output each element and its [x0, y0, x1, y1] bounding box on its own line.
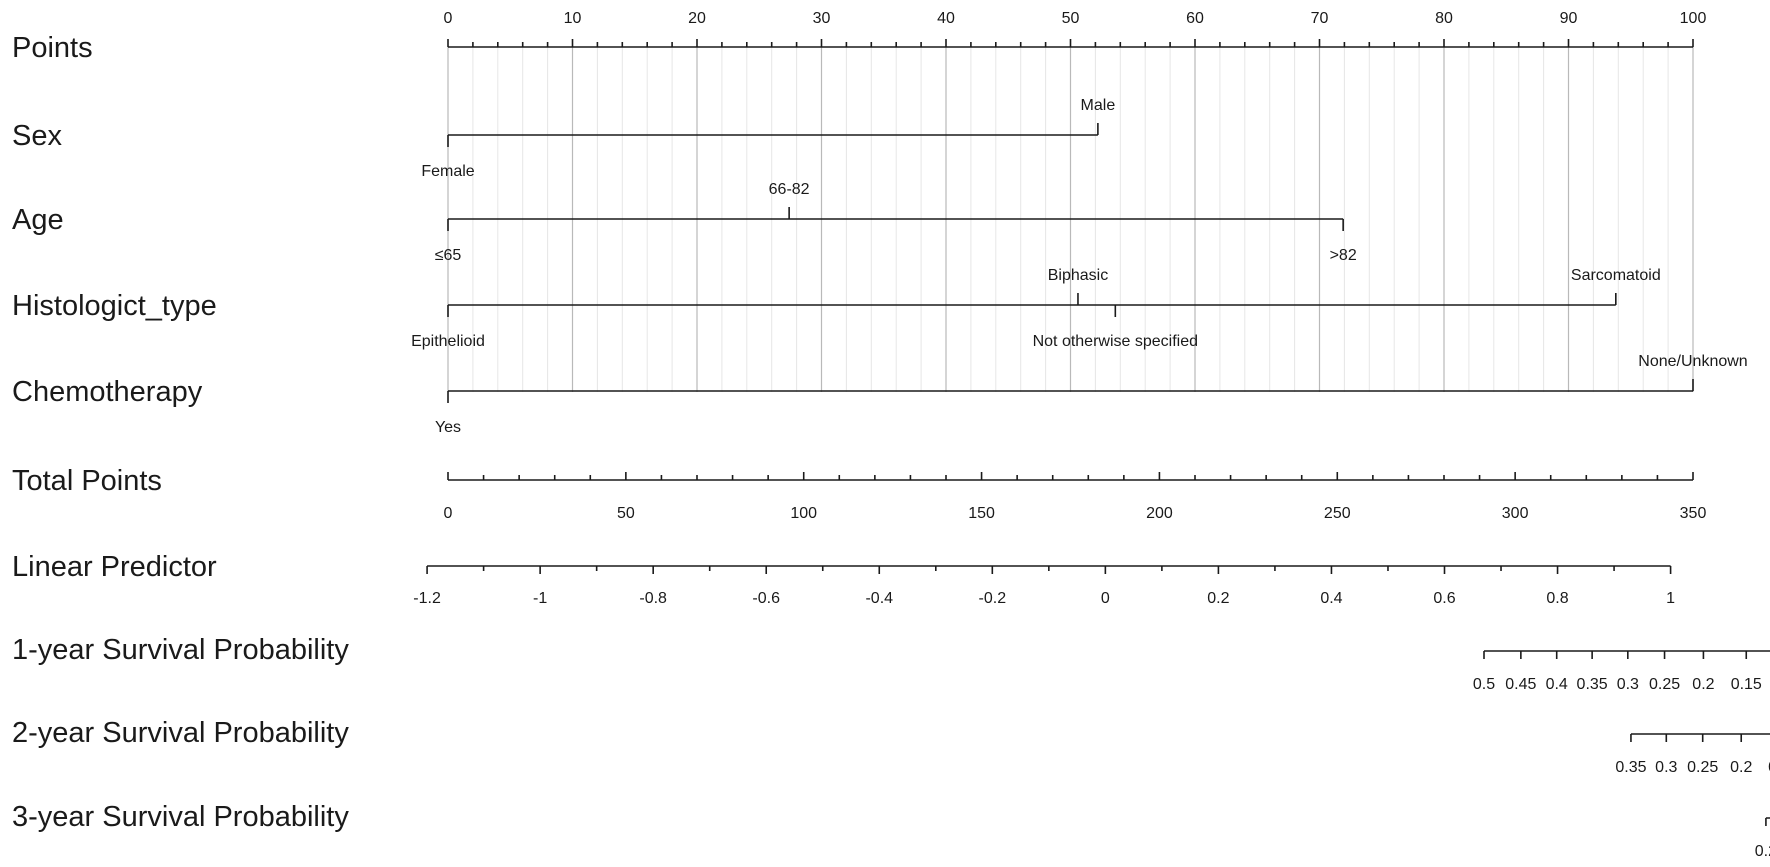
variable-level-label: None/Unknown	[1638, 353, 1747, 370]
row-labels-layer: Points Sex Age Histologict_type Chemotherapy…	[12, 32, 349, 833]
survival-tick-label: 0.3	[1655, 759, 1677, 776]
survival-tick-label: 0.3	[1617, 676, 1639, 693]
survival-tick-label: 0.2	[1755, 843, 1770, 860]
survival-tick-label: 0.25	[1687, 759, 1718, 776]
variable-level-label: Epithelioid	[411, 333, 485, 350]
total-points-row-label: Total Points	[12, 465, 162, 497]
total-points-tick-label: 100	[790, 505, 817, 522]
variable-level-label: Sarcomatoid	[1571, 267, 1661, 284]
points-tick-label: 50	[1062, 10, 1080, 27]
linear-predictor-tick-label: 0.4	[1320, 590, 1342, 607]
survival-tick-label: 0.35	[1577, 676, 1608, 693]
total-points-tick-label: 200	[1146, 505, 1173, 522]
linear-predictor-tick-label: 0.8	[1546, 590, 1568, 607]
survival-tick-label: 0.2	[1730, 759, 1752, 776]
total-points-tick-label: 0	[444, 505, 453, 522]
survival-tick-label: 0.25	[1649, 676, 1680, 693]
variable-row-label: Chemotherapy	[12, 376, 203, 408]
points-tick-label: 30	[813, 10, 831, 27]
variable-row-label: Histologict_type	[12, 290, 217, 322]
points-tick-label: 60	[1186, 10, 1204, 27]
variable-level-label: >82	[1330, 247, 1357, 264]
total-points-tick-label: 250	[1324, 505, 1351, 522]
linear-predictor-tick-label: 0	[1101, 590, 1110, 607]
survival-tick-label: 0.2	[1692, 676, 1714, 693]
points-tick-label: 10	[564, 10, 582, 27]
variable-level-label: Yes	[435, 419, 461, 436]
variable-row-label: Sex	[12, 120, 62, 152]
linear-predictor-tick-label: 0.2	[1207, 590, 1229, 607]
survival-tick-label: 0.15	[1768, 759, 1770, 776]
linear-predictor-tick-label: -0.2	[979, 590, 1007, 607]
points-tick-label: 90	[1560, 10, 1578, 27]
survival-row-label: 3-year Survival Probability	[12, 801, 349, 833]
linear-predictor-tick-label: 1	[1666, 590, 1675, 607]
variable-row-label: Age	[12, 204, 64, 236]
linear-predictor-tick-label: -0.6	[752, 590, 780, 607]
points-tick-label: 70	[1311, 10, 1329, 27]
points-tick-label: 100	[1680, 10, 1707, 27]
points-row-label: Points	[12, 32, 93, 64]
total-points-tick-label: 350	[1680, 505, 1707, 522]
points-tick-label: 80	[1435, 10, 1453, 27]
total-points-tick-label: 50	[617, 505, 635, 522]
variable-level-label: Male	[1081, 97, 1116, 114]
linear-predictor-tick-label: -0.4	[865, 590, 893, 607]
survival-tick-label: 0.35	[1615, 759, 1646, 776]
total-points-tick-label: 300	[1502, 505, 1529, 522]
survival-tick-label: 0.45	[1505, 676, 1536, 693]
linear-predictor-tick-label: -1.2	[413, 590, 441, 607]
linear-predictor-row-label: Linear Predictor	[12, 551, 217, 583]
survival-tick-label: 0.15	[1731, 676, 1762, 693]
survival-row-label: 1-year Survival Probability	[12, 634, 349, 666]
survival-tick-label: 0.5	[1473, 676, 1495, 693]
axes-layer: 0 10 20 30 40 50 60 70 80 90 100FemaleMale≤6566-82…	[411, 10, 1770, 860]
linear-predictor-tick-label: -1	[533, 590, 547, 607]
points-tick-label: 0	[444, 10, 453, 27]
variable-level-label: 66-82	[769, 181, 810, 198]
variable-level-label: Not otherwise specified	[1033, 333, 1198, 350]
survival-tick-label: 0.4	[1546, 676, 1568, 693]
variable-level-label: Female	[421, 163, 474, 180]
variable-level-label: ≤65	[435, 247, 462, 264]
points-tick-label: 40	[937, 10, 955, 27]
survival-row-label: 2-year Survival Probability	[12, 717, 349, 749]
total-points-tick-label: 150	[968, 505, 995, 522]
linear-predictor-tick-label: -0.8	[639, 590, 667, 607]
variable-level-label: Biphasic	[1048, 267, 1108, 284]
points-tick-label: 20	[688, 10, 706, 27]
linear-predictor-tick-label: 0.6	[1433, 590, 1455, 607]
